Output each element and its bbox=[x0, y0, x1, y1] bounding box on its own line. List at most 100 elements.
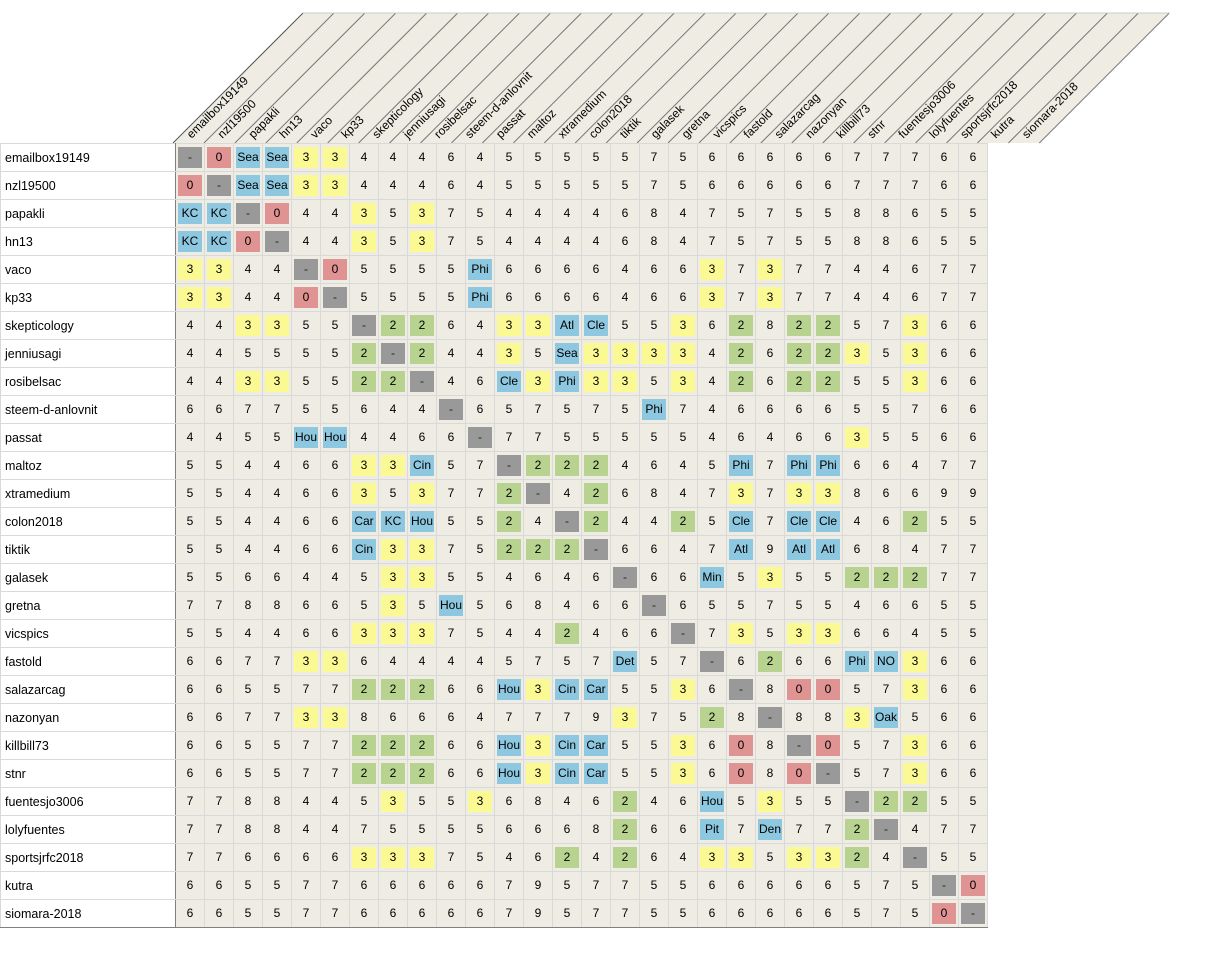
cell-value: 8 bbox=[592, 822, 600, 836]
cell-value: 2 bbox=[381, 763, 405, 784]
matrix-cell: 7 bbox=[465, 451, 495, 480]
matrix-cell: 7 bbox=[755, 591, 785, 620]
cell-value: 6 bbox=[737, 150, 745, 164]
cell-value: 4 bbox=[708, 402, 716, 416]
matrix-cell: 6 bbox=[900, 479, 930, 508]
cell-value: 3 bbox=[323, 707, 347, 728]
cell-value: 5 bbox=[273, 738, 281, 752]
matrix-cell: - bbox=[842, 787, 872, 816]
cell-value: 6 bbox=[447, 710, 455, 724]
matrix-cell: Min bbox=[697, 563, 727, 592]
matrix-cell: 6 bbox=[755, 871, 785, 900]
cell-value: 2 bbox=[729, 343, 753, 364]
matrix-cell: 9 bbox=[755, 535, 785, 564]
header-separator bbox=[389, 12, 520, 144]
cell-value: 7 bbox=[766, 486, 774, 500]
matrix-cell: 4 bbox=[465, 703, 495, 732]
row-header: killbill73 bbox=[0, 731, 176, 760]
cell-value: 0 bbox=[294, 287, 318, 308]
cell-value: 5 bbox=[853, 318, 861, 332]
matrix-cell: 6 bbox=[436, 703, 466, 732]
matrix-cell: Sea bbox=[233, 171, 263, 200]
cell-value: 7 bbox=[737, 262, 745, 276]
matrix-cell: 4 bbox=[668, 843, 698, 872]
matrix-cell: 4 bbox=[842, 283, 872, 312]
cell-value: 6 bbox=[621, 486, 629, 500]
cell-value: Hou bbox=[439, 595, 463, 616]
cell-value: 4 bbox=[882, 850, 890, 864]
cell-value: Hou bbox=[410, 511, 434, 532]
cell-value: 5 bbox=[418, 262, 426, 276]
cell-value: 3 bbox=[410, 483, 434, 504]
cell-value: 5 bbox=[331, 346, 339, 360]
matrix-cell: 6 bbox=[204, 899, 234, 928]
matrix-cell: 6 bbox=[436, 759, 466, 788]
cell-value: 8 bbox=[853, 234, 861, 248]
matrix-cell: 7 bbox=[204, 843, 234, 872]
matrix-cell: 6 bbox=[320, 619, 350, 648]
matrix-cell: 5 bbox=[233, 759, 263, 788]
matrix-cell: - bbox=[697, 647, 727, 676]
matrix-cell: 5 bbox=[929, 199, 959, 228]
matrix-cell: 3 bbox=[175, 283, 205, 312]
cell-value: 6 bbox=[766, 374, 774, 388]
matrix-cell: 7 bbox=[871, 171, 901, 200]
cell-value: 7 bbox=[795, 290, 803, 304]
table-row: galasek 5 5 6 6 4 4 5 3 3 5 5 4 6 4 6-6 6 Min 5 3 5 5 2 2 2 7 7 bbox=[0, 563, 988, 592]
cell-value: 2 bbox=[874, 567, 898, 588]
cell-value: 8 bbox=[795, 710, 803, 724]
matrix-cell: 7 bbox=[871, 143, 901, 172]
matrix-cell: 4 bbox=[842, 255, 872, 284]
matrix-cell: 6 bbox=[726, 171, 756, 200]
row-header: emailbox19149 bbox=[0, 143, 176, 172]
matrix-cell: 4 bbox=[291, 563, 321, 592]
matrix-cell: 4 bbox=[262, 451, 292, 480]
table-row: steem-d-anlovnit 6 6 7 7 5 5 6 4 4-6 5 7 5 7 5 Phi 7 4 6 6 6… bbox=[0, 395, 988, 424]
cell-value: 7 bbox=[244, 654, 252, 668]
cell-value: 4 bbox=[679, 542, 687, 556]
cell-value: 5 bbox=[766, 850, 774, 864]
matrix-cell: 6 bbox=[233, 843, 263, 872]
cell-value: 5 bbox=[186, 542, 194, 556]
matrix-cell: 5 bbox=[320, 367, 350, 396]
matrix-cell: 6 bbox=[813, 143, 843, 172]
cell-value: - bbox=[671, 623, 695, 644]
matrix-cell: 6 bbox=[175, 395, 205, 424]
cell-value: 7 bbox=[795, 262, 803, 276]
matrix-cell: 0 bbox=[784, 759, 814, 788]
matrix-cell: Cle bbox=[494, 367, 524, 396]
cell-value: Hou bbox=[323, 427, 347, 448]
matrix-cell: 5 bbox=[668, 143, 698, 172]
matrix-cell: 5 bbox=[842, 311, 872, 340]
matrix-cell: 5 bbox=[639, 899, 669, 928]
cell-value: 7 bbox=[795, 822, 803, 836]
row-header: colon2018 bbox=[0, 507, 176, 536]
matrix-cell: 5 bbox=[900, 899, 930, 928]
matrix-cell: 6 bbox=[407, 423, 437, 452]
cell-value: 5 bbox=[476, 850, 484, 864]
cell-value: - bbox=[787, 735, 811, 756]
cell-value: 3 bbox=[787, 847, 811, 868]
cell-value: 7 bbox=[940, 262, 948, 276]
matrix-cell: 7 bbox=[697, 227, 727, 256]
matrix-cell: 6 bbox=[523, 283, 553, 312]
matrix-cell: Phi bbox=[552, 367, 582, 396]
matrix-cell: 5 bbox=[668, 703, 698, 732]
matrix-cell: 3 bbox=[320, 703, 350, 732]
cell-value: 7 bbox=[766, 598, 774, 612]
matrix-cell: 4 bbox=[494, 199, 524, 228]
cell-value: 8 bbox=[534, 794, 542, 808]
matrix-cell: 6 bbox=[494, 787, 524, 816]
matrix-cell: 7 bbox=[291, 675, 321, 704]
cell-value: 5 bbox=[418, 822, 426, 836]
matrix-cell: 7 bbox=[871, 311, 901, 340]
cell-value: 5 bbox=[940, 206, 948, 220]
cell-value: 5 bbox=[911, 430, 919, 444]
matrix-cell: 4 bbox=[842, 507, 872, 536]
cell-value: 6 bbox=[360, 654, 368, 668]
cell-value: 4 bbox=[911, 626, 919, 640]
matrix-cell: 5 bbox=[929, 591, 959, 620]
matrix-cell: 3 bbox=[784, 479, 814, 508]
cell-value: - bbox=[207, 175, 231, 196]
matrix-cell: 7 bbox=[436, 199, 466, 228]
